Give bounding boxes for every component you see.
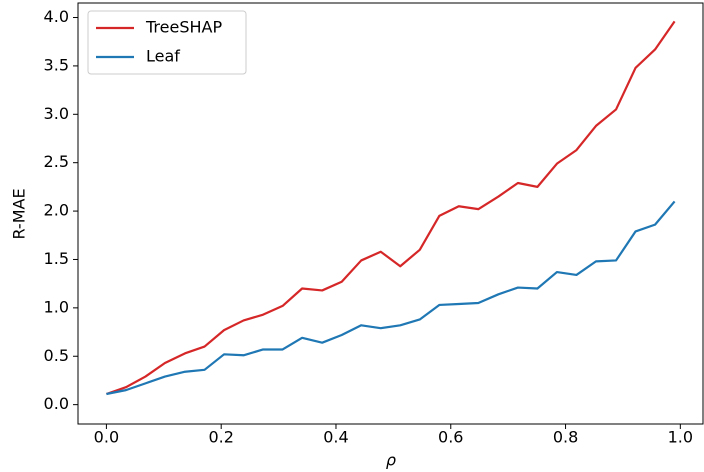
- y-tick-label: 3.0: [44, 104, 69, 123]
- x-tick-label: 0.2: [208, 428, 233, 447]
- y-tick-label: 3.5: [44, 55, 69, 74]
- x-tick-label: 0.0: [94, 428, 119, 447]
- y-tick-label: 0.0: [44, 394, 69, 413]
- y-tick-label: 1.5: [44, 249, 69, 268]
- x-tick-label: 0.4: [323, 428, 348, 447]
- x-tick-label: 1.0: [668, 428, 693, 447]
- x-tick-label: 0.6: [438, 428, 463, 447]
- plot-frame: [77, 2, 704, 425]
- x-axis-label: ρ: [386, 451, 396, 470]
- y-tick-label: 4.0: [44, 7, 69, 26]
- legend-label: TreeSHAP: [145, 18, 222, 37]
- legend-label: Leaf: [146, 47, 180, 66]
- y-tick-label: 0.5: [44, 346, 69, 365]
- x-tick-label: 0.8: [553, 428, 578, 447]
- legend-box: [87, 10, 247, 75]
- line: [106, 200, 676, 396]
- line: [106, 20, 676, 396]
- legend: TreeSHAP Leaf: [87, 10, 247, 75]
- y-tick-label: 2.5: [44, 152, 69, 171]
- y-tick-label: 1.0: [44, 297, 69, 316]
- y-tick-label: 2.0: [44, 201, 69, 220]
- y-axis-label: R-MAE: [10, 188, 29, 239]
